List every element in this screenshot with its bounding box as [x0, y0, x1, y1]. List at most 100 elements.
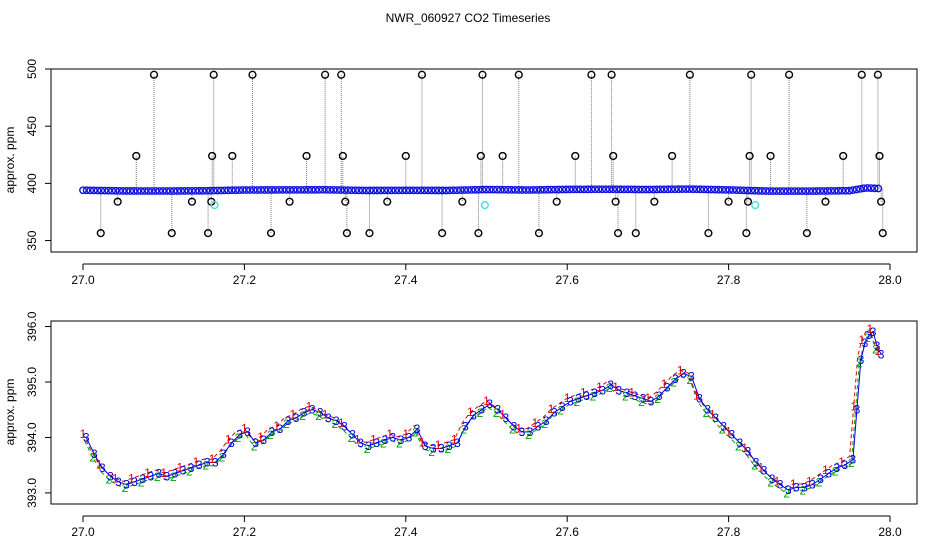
baseline-point	[511, 185, 520, 194]
baseline-point	[845, 186, 854, 195]
baseline-point	[126, 187, 135, 195]
outlier-point	[875, 151, 884, 161]
series-point-2: 2	[783, 486, 790, 500]
x-tick-label: 27.8	[717, 273, 741, 287]
baseline-point	[558, 185, 567, 194]
series-point-3: 3	[494, 403, 501, 417]
x-tick-label: 27.4	[394, 525, 418, 539]
baseline-point	[111, 186, 120, 195]
series-point-3: 3	[172, 467, 179, 481]
series-line-2	[84, 334, 880, 495]
x-tick-label: 27.0	[71, 273, 95, 287]
baseline-point	[805, 187, 814, 196]
baseline-point	[794, 187, 803, 196]
baseline-point	[420, 186, 429, 195]
cyan-point	[480, 201, 489, 210]
series-point-2: 2	[105, 473, 112, 487]
series-point-3: 3	[825, 467, 832, 481]
baseline-point	[681, 185, 690, 194]
outlier-point	[704, 229, 713, 238]
outlier-point	[821, 197, 830, 206]
series-point-3: 3	[107, 469, 114, 483]
series-point-1: 1	[790, 477, 797, 491]
baseline-point	[496, 185, 505, 194]
series-point-3: 3	[728, 428, 735, 442]
series-point-2: 2	[477, 406, 484, 420]
series-point-3: 3	[123, 478, 130, 492]
series-point-1: 1	[370, 433, 377, 447]
y-tick-label: 395.0	[25, 367, 39, 397]
baseline-point	[736, 186, 745, 195]
series-point-3: 3	[599, 383, 606, 397]
series-point-1: 1	[128, 471, 135, 485]
series-point-1: 1	[850, 399, 857, 413]
baseline-point	[747, 186, 756, 195]
baseline-point	[427, 186, 436, 195]
baseline-point	[384, 186, 392, 195]
baseline-point	[246, 186, 254, 194]
outlier-point	[149, 70, 159, 79]
x-tick-label: 27.2	[233, 273, 257, 287]
series-point-1: 1	[209, 452, 216, 466]
baseline-point	[387, 186, 396, 195]
outlier-point	[877, 197, 886, 206]
series-point-3: 3	[357, 436, 364, 450]
cyan-point	[751, 201, 760, 210]
series-point-3: 3	[870, 325, 877, 339]
outlier-point	[607, 70, 616, 79]
baseline-point	[108, 186, 116, 195]
baseline-point	[195, 186, 204, 195]
series-point-1: 1	[580, 386, 587, 400]
baseline-point	[220, 186, 229, 195]
series-point-1: 1	[645, 391, 652, 405]
series-point-2: 2	[687, 373, 694, 387]
series-point-1: 1	[322, 408, 329, 422]
baseline-point	[322, 185, 331, 194]
series-point-1: 1	[532, 416, 539, 430]
series-point-3: 3	[260, 433, 267, 447]
baseline-point	[191, 186, 200, 195]
baseline-point	[133, 187, 142, 195]
series-point-3: 3	[390, 430, 397, 444]
baseline-point	[82, 186, 91, 195]
baseline-point	[140, 187, 149, 195]
baseline-point	[710, 185, 719, 194]
baseline-point	[721, 185, 730, 194]
baseline-point	[104, 186, 113, 195]
series-point-3: 3	[737, 436, 744, 450]
series-point-2: 2	[170, 470, 177, 484]
baseline-point	[198, 186, 207, 195]
bottom-lines	[82, 328, 882, 495]
baseline-point	[464, 186, 472, 194]
series-point-1: 1	[858, 333, 865, 347]
series-point-1: 1	[289, 408, 296, 422]
outlier-point	[187, 197, 197, 206]
baseline-point	[151, 187, 160, 195]
series-point-2: 2	[218, 450, 225, 464]
figure-title: NWR_060927 CO2 Timeseries	[386, 11, 551, 25]
series-point-3: 3	[470, 408, 477, 422]
series-point-2: 2	[541, 417, 548, 431]
baseline-point	[703, 185, 712, 194]
series-point-2: 2	[461, 423, 468, 437]
baseline-point	[173, 187, 182, 195]
baseline-point	[714, 185, 723, 194]
baseline-point	[623, 185, 632, 194]
baseline-point	[206, 186, 215, 195]
baseline-point	[391, 186, 400, 195]
baseline-point	[242, 186, 251, 194]
outlier-point	[609, 151, 618, 161]
series-point-1: 1	[241, 422, 248, 436]
series-point-2: 2	[864, 331, 871, 345]
series-point-2: 2	[703, 406, 710, 420]
y-tick-label: 500	[25, 59, 39, 79]
baseline-point	[416, 186, 425, 195]
baseline-point	[827, 187, 835, 195]
series-point-1: 1	[709, 408, 716, 422]
baseline-point	[856, 185, 865, 193]
baseline-point	[231, 186, 240, 195]
series-point-3: 3	[777, 478, 784, 492]
outlier-point	[552, 197, 561, 206]
